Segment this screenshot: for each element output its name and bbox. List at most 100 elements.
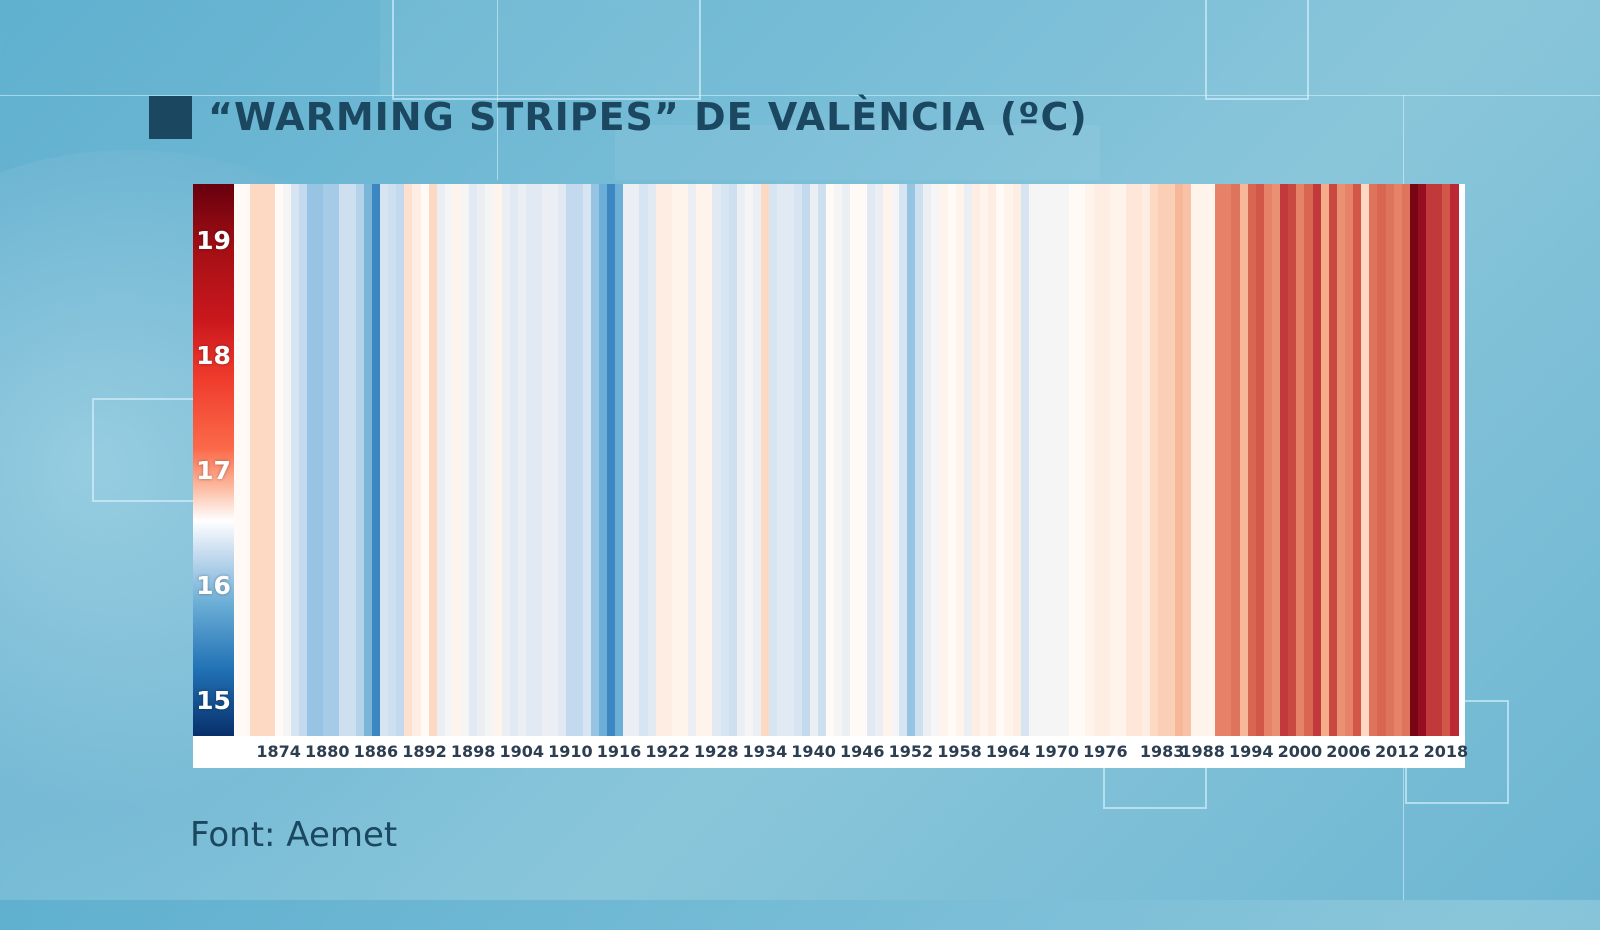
- year-stripe: [809, 184, 818, 736]
- year-stripe: [379, 184, 389, 736]
- year-stripe: [258, 184, 267, 736]
- x-tick-label: 1976: [1083, 742, 1128, 761]
- year-stripe: [834, 184, 843, 736]
- year-stripe: [647, 184, 656, 736]
- year-stripe: [1385, 184, 1394, 736]
- year-stripe: [915, 184, 924, 736]
- year-stripe: [1190, 184, 1200, 736]
- year-stripe: [890, 184, 899, 736]
- year-stripe: [1028, 184, 1037, 736]
- year-stripe: [525, 184, 535, 736]
- year-stripe: [1442, 184, 1451, 736]
- year-stripe: [315, 184, 324, 736]
- year-stripe: [720, 184, 729, 736]
- color-scale-tick: 18: [196, 340, 231, 370]
- year-stripe: [1069, 184, 1078, 736]
- year-stripe: [1207, 184, 1216, 736]
- year-stripe: [306, 184, 316, 736]
- stripes-area: [234, 184, 1459, 736]
- year-stripe: [615, 184, 624, 736]
- year-stripe: [542, 184, 551, 736]
- year-stripe: [1304, 184, 1313, 736]
- year-stripe: [655, 184, 664, 736]
- title-row: “WARMING STRIPES” DE VALÈNCIA (ºC): [149, 95, 1088, 139]
- year-stripe: [1369, 184, 1378, 736]
- year-stripe: [671, 184, 681, 736]
- year-stripe: [761, 184, 770, 736]
- year-stripe: [1328, 184, 1337, 736]
- year-stripe: [623, 184, 632, 736]
- year-stripe: [582, 184, 591, 736]
- year-stripe: [388, 184, 397, 736]
- year-stripe: [290, 184, 299, 736]
- color-scale-tick: 19: [196, 225, 231, 255]
- year-stripe: [1255, 184, 1264, 736]
- year-stripe: [866, 184, 875, 736]
- year-stripe: [980, 184, 989, 736]
- background-frame: [92, 398, 196, 502]
- year-stripe: [1004, 184, 1013, 736]
- x-tick-label: 2018: [1423, 742, 1469, 761]
- year-stripe: [461, 184, 470, 736]
- year-stripe: [1247, 184, 1256, 736]
- year-stripe: [1272, 184, 1281, 736]
- year-stripe: [501, 184, 510, 736]
- year-stripe: [1239, 184, 1248, 736]
- year-stripe: [1036, 184, 1045, 736]
- x-tick-label: 1970: [1034, 742, 1080, 761]
- year-stripe: [1093, 184, 1102, 736]
- year-stripe: [1126, 184, 1135, 736]
- x-tick-label: 1874: [256, 742, 301, 761]
- x-tick-label: 1994: [1229, 742, 1274, 761]
- x-tick-label: 1922: [645, 742, 690, 761]
- year-stripe: [298, 184, 307, 736]
- warming-stripes-chart: 19 18 17 16 15 1874 1880 1886 1892 1898 1904 1910 1…: [193, 184, 1468, 768]
- x-tick-label: 1910: [548, 742, 593, 761]
- year-stripe: [355, 184, 364, 736]
- x-tick-label: 1916: [596, 742, 642, 761]
- year-stripe: [1085, 184, 1094, 736]
- year-stripe: [825, 184, 835, 736]
- year-stripe: [704, 184, 713, 736]
- year-stripe: [1199, 184, 1208, 736]
- year-stripe: [1166, 184, 1175, 736]
- year-stripe: [250, 184, 259, 736]
- year-stripe: [1077, 184, 1086, 736]
- year-stripe: [1320, 184, 1329, 736]
- x-tick-label: 2006: [1326, 742, 1371, 761]
- year-stripe: [1280, 184, 1289, 736]
- year-stripe: [566, 184, 575, 736]
- year-stripe: [1434, 184, 1443, 736]
- year-stripe: [680, 184, 689, 736]
- year-stripe: [1361, 184, 1370, 736]
- x-tick-label: 1928: [694, 742, 739, 761]
- source-label: Font: Aemet: [190, 815, 398, 855]
- year-stripe: [1312, 184, 1321, 736]
- year-stripe: [777, 184, 786, 736]
- year-stripe: [898, 184, 908, 736]
- year-stripe: [598, 184, 608, 736]
- color-scale-tick: 16: [196, 570, 231, 600]
- year-stripe: [1044, 184, 1054, 736]
- year-stripe: [1158, 184, 1167, 736]
- year-stripe: [1336, 184, 1345, 736]
- x-tick-label: 1988: [1180, 742, 1225, 761]
- x-tick-label: 1898: [450, 742, 496, 761]
- year-stripe: [712, 184, 721, 736]
- background-panel: [615, 125, 1100, 180]
- year-stripe: [1401, 184, 1410, 736]
- year-stripe: [1012, 184, 1021, 736]
- year-stripe: [728, 184, 737, 736]
- year-stripe: [1109, 184, 1118, 736]
- x-tick-label: 1964: [985, 742, 1031, 761]
- year-stripe: [331, 184, 340, 736]
- background-panel: [380, 0, 700, 95]
- year-stripe: [631, 184, 640, 736]
- year-stripe: [485, 184, 494, 736]
- background-frame: [1103, 765, 1207, 809]
- year-stripe: [1182, 184, 1191, 736]
- year-stripe: [971, 184, 981, 736]
- year-stripe: [842, 184, 851, 736]
- x-tick-label: 1892: [402, 742, 447, 761]
- year-stripe: [1117, 184, 1127, 736]
